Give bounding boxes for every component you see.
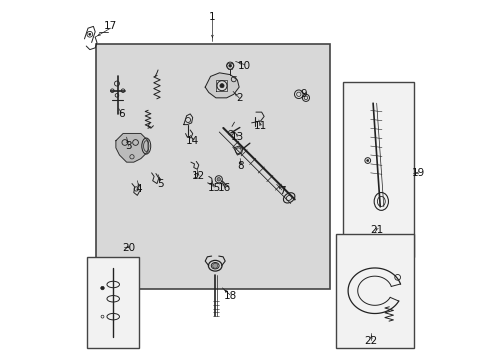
Circle shape bbox=[212, 263, 217, 268]
Circle shape bbox=[88, 33, 91, 35]
Text: 7: 7 bbox=[278, 186, 285, 196]
Polygon shape bbox=[116, 134, 148, 162]
Text: 20: 20 bbox=[122, 243, 135, 253]
Text: 13: 13 bbox=[230, 132, 244, 142]
Text: 5: 5 bbox=[157, 179, 163, 189]
Text: 1: 1 bbox=[208, 13, 215, 22]
Text: 10: 10 bbox=[238, 61, 250, 71]
Text: 4: 4 bbox=[136, 184, 142, 194]
Text: 8: 8 bbox=[237, 161, 244, 171]
Text: 22: 22 bbox=[364, 336, 377, 346]
Text: 6: 6 bbox=[118, 109, 124, 119]
Text: 9: 9 bbox=[300, 89, 306, 99]
Text: 11: 11 bbox=[253, 121, 266, 131]
Circle shape bbox=[228, 64, 231, 67]
Bar bbox=[87, 257, 139, 348]
Polygon shape bbox=[216, 80, 226, 91]
Text: 12: 12 bbox=[191, 171, 204, 181]
Text: 2: 2 bbox=[235, 93, 242, 103]
Circle shape bbox=[217, 177, 220, 181]
Text: 17: 17 bbox=[104, 21, 117, 31]
Bar bbox=[335, 234, 413, 348]
Bar bbox=[342, 82, 413, 257]
Text: 15: 15 bbox=[207, 183, 220, 193]
Bar bbox=[96, 44, 329, 289]
Text: 3: 3 bbox=[125, 141, 131, 151]
Circle shape bbox=[101, 286, 104, 290]
Circle shape bbox=[366, 159, 368, 162]
Text: 14: 14 bbox=[186, 136, 199, 146]
Polygon shape bbox=[205, 73, 239, 98]
Text: 21: 21 bbox=[369, 225, 383, 235]
Text: 19: 19 bbox=[411, 168, 424, 178]
Text: 18: 18 bbox=[223, 291, 236, 301]
Text: 16: 16 bbox=[218, 183, 231, 193]
Circle shape bbox=[220, 84, 224, 88]
